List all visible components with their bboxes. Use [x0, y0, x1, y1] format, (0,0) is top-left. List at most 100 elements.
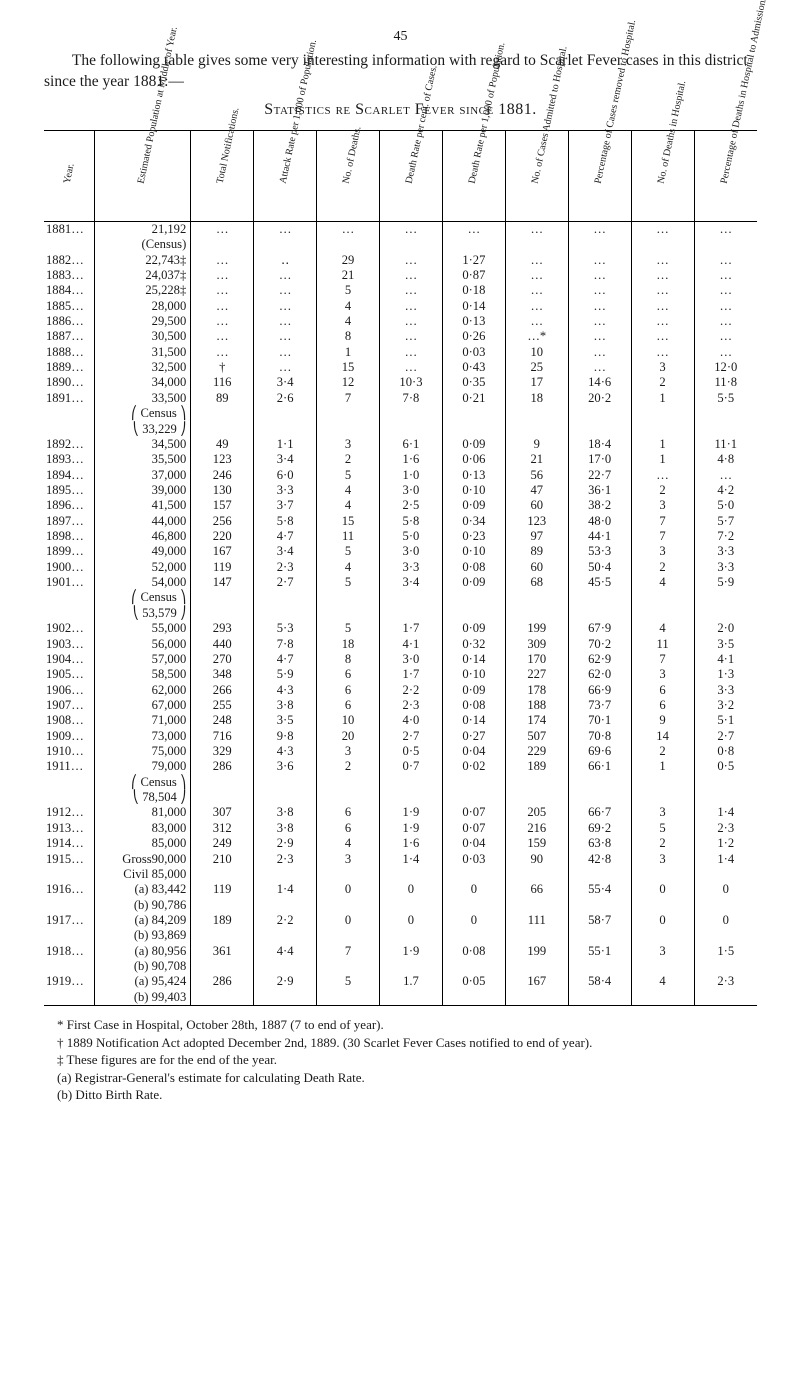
cell-empty — [254, 898, 317, 913]
cell-pct: 55·4 — [568, 882, 631, 897]
cell-drc: 1·9 — [380, 944, 443, 959]
cell-notif: … — [191, 345, 254, 360]
cell-drp: … — [442, 221, 505, 237]
cell-year: 1897… — [44, 514, 94, 529]
cell-atk: 2·7 — [254, 575, 317, 590]
cell-year — [44, 237, 94, 252]
cell-empty — [254, 606, 317, 621]
table-row: 1894…37,0002466·051·00·135622·7…… — [44, 468, 757, 483]
cell-pct: 17·0 — [568, 452, 631, 467]
cell-atk: 3·7 — [254, 498, 317, 513]
cell-pcth: 5·1 — [694, 713, 757, 728]
cell-pct: … — [568, 345, 631, 360]
cell-population: 85,000 — [94, 836, 190, 851]
cell-drp: 0·06 — [442, 452, 505, 467]
cell-empty — [631, 928, 694, 943]
table-row: 1916…(a) 83,4421191·40006655·400 — [44, 882, 757, 897]
cell-empty — [317, 959, 380, 974]
cell-pct: 70·8 — [568, 729, 631, 744]
cell-adm: 90 — [505, 852, 568, 867]
cell-notif: 329 — [191, 744, 254, 759]
footnotes: * First Case in Hospital, October 28th, … — [44, 1016, 757, 1104]
cell-population: (b) 90,786 — [94, 898, 190, 913]
cell-population: 79,000 — [94, 759, 190, 774]
cell-empty — [568, 959, 631, 974]
cell-empty — [631, 867, 694, 882]
cell-deaths: 4 — [317, 498, 380, 513]
cell-deaths: 5 — [317, 575, 380, 590]
table-row: (b) 90,786 — [44, 898, 757, 913]
table-row: 1907…67,0002553·862·30·0818873·763·2 — [44, 698, 757, 713]
cell-hosp: 6 — [631, 683, 694, 698]
cell-hosp: 1 — [631, 452, 694, 467]
cell-atk: 5·9 — [254, 667, 317, 682]
cell-notif: 119 — [191, 882, 254, 897]
table-row: 1903…56,0004407·8184·10·3230970·2113·5 — [44, 637, 757, 652]
cell-empty — [694, 775, 757, 790]
cell-year — [44, 606, 94, 621]
table-row: 1890…34,0001163·41210·30·351714·6211·8 — [44, 375, 757, 390]
cell-year — [44, 422, 94, 437]
table-row: 1899…49,0001673·453·00·108953·333·3 — [44, 544, 757, 559]
cell-population: (Census) — [94, 237, 190, 252]
cell-population: ⎛ Census ⎞ — [94, 775, 190, 790]
cell-pcth: 7·2 — [694, 529, 757, 544]
cell-drc: 3·0 — [380, 652, 443, 667]
cell-year: 1908… — [44, 713, 94, 728]
cell-drp: 0·09 — [442, 621, 505, 636]
cell-atk: … — [254, 329, 317, 344]
cell-drp: 0·23 — [442, 529, 505, 544]
cell-adm: 227 — [505, 667, 568, 682]
cell-hosp: 7 — [631, 529, 694, 544]
cell-empty — [317, 406, 380, 421]
cell-drp: 0·08 — [442, 560, 505, 575]
cell-empty — [254, 867, 317, 882]
cell-notif: 286 — [191, 974, 254, 989]
cell-empty — [442, 867, 505, 882]
cell-year: 1893… — [44, 452, 94, 467]
cell-empty — [191, 406, 254, 421]
cell-population: ⎝ 33,229 ⎠ — [94, 422, 190, 437]
cell-drp: 0·09 — [442, 437, 505, 452]
cell-adm: 178 — [505, 683, 568, 698]
cell-empty — [254, 590, 317, 605]
cell-pct: 20·2 — [568, 391, 631, 406]
cell-adm: 97 — [505, 529, 568, 544]
cell-drp: 0·32 — [442, 637, 505, 652]
cell-drp: 0·03 — [442, 345, 505, 360]
cell-atk: 2·2 — [254, 913, 317, 928]
cell-pct: 44·1 — [568, 529, 631, 544]
cell-deaths: 0 — [317, 882, 380, 897]
cell-notif: 266 — [191, 683, 254, 698]
cell-empty — [191, 898, 254, 913]
cell-pcth: … — [694, 329, 757, 344]
cell-population: 46,800 — [94, 529, 190, 544]
cell-population: 73,000 — [94, 729, 190, 744]
cell-empty — [568, 590, 631, 605]
cell-drp: 0·43 — [442, 360, 505, 375]
cell-pcth: 12·0 — [694, 360, 757, 375]
cell-population: 35,500 — [94, 452, 190, 467]
cell-deaths: 20 — [317, 729, 380, 744]
cell-pcth: … — [694, 314, 757, 329]
cell-empty — [442, 237, 505, 252]
cell-drc: … — [380, 283, 443, 298]
cell-notif: 167 — [191, 544, 254, 559]
cell-empty — [380, 406, 443, 421]
cell-atk: 3·8 — [254, 821, 317, 836]
cell-empty — [505, 422, 568, 437]
cell-hosp: … — [631, 345, 694, 360]
cell-drc: 0 — [380, 882, 443, 897]
cell-deaths: 4 — [317, 483, 380, 498]
cell-deaths: 2 — [317, 759, 380, 774]
cell-hosp: … — [631, 468, 694, 483]
table-row: 1882…22,743‡…‥29…1·27………… — [44, 253, 757, 268]
cell-pcth: 3·3 — [694, 560, 757, 575]
cell-notif: 440 — [191, 637, 254, 652]
cell-drp: 0·18 — [442, 283, 505, 298]
cell-population: 29,500 — [94, 314, 190, 329]
cell-atk: 6·0 — [254, 468, 317, 483]
cell-atk: 7·8 — [254, 637, 317, 652]
cell-year: 1886… — [44, 314, 94, 329]
cell-notif: 157 — [191, 498, 254, 513]
